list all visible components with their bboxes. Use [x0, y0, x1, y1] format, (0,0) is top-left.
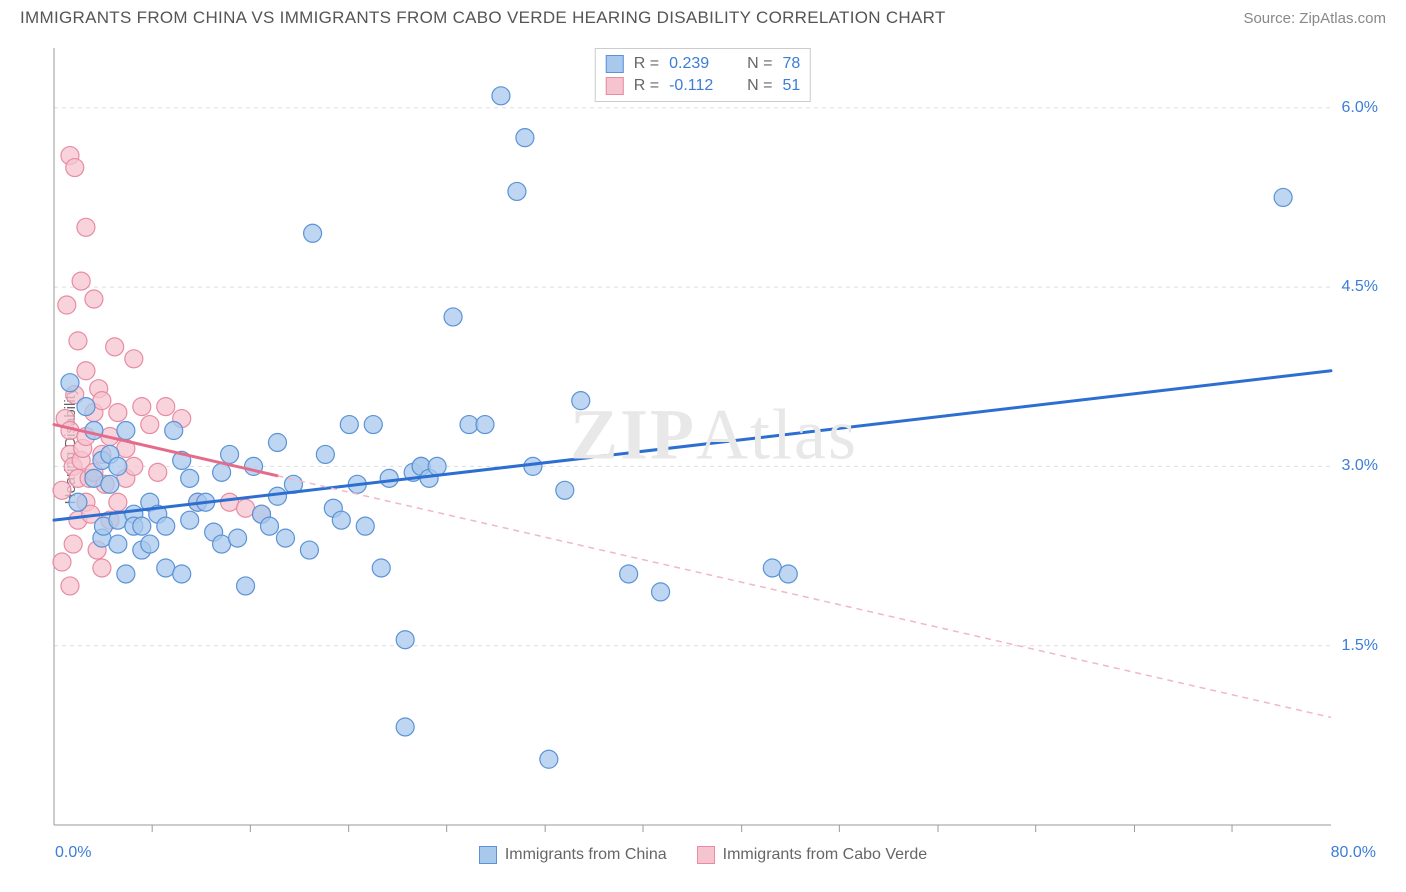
legend-item-cabo-verde: Immigrants from Cabo Verde: [697, 846, 928, 864]
correlation-legend: R = 0.239 N = 78 R = -0.112 N = 51: [595, 48, 811, 102]
legend-swatch-china-icon: [479, 846, 497, 864]
y-tick-label: 6.0%: [1342, 99, 1378, 117]
chart-title: IMMIGRANTS FROM CHINA VS IMMIGRANTS FROM…: [20, 8, 946, 28]
legend-row-china: R = 0.239 N = 78: [606, 53, 800, 75]
y-tick-label: 4.5%: [1342, 278, 1378, 296]
n-value-cabo-verde: 51: [782, 77, 800, 95]
chart-svg: [42, 40, 1386, 837]
legend-row-cabo-verde: R = -0.112 N = 51: [606, 75, 800, 97]
r-value-cabo-verde: -0.112: [669, 77, 729, 95]
y-tick-label: 3.0%: [1342, 457, 1378, 475]
r-label: R =: [634, 55, 659, 73]
legend-swatch-cabo-verde-icon: [697, 846, 715, 864]
y-tick-label: 1.5%: [1342, 637, 1378, 655]
legend-label-cabo-verde: Immigrants from Cabo Verde: [723, 846, 928, 864]
n-value-china: 78: [782, 55, 800, 73]
n-label: N =: [747, 77, 772, 95]
r-value-china: 0.239: [669, 55, 729, 73]
series-legend: Immigrants from China Immigrants from Ca…: [0, 846, 1406, 864]
chart-plot-area: ZIPAtlas: [42, 40, 1386, 837]
legend-swatch-cabo-verde: [606, 77, 624, 95]
chart-header: IMMIGRANTS FROM CHINA VS IMMIGRANTS FROM…: [0, 0, 1406, 32]
n-label: N =: [747, 55, 772, 73]
legend-item-china: Immigrants from China: [479, 846, 667, 864]
chart-source: Source: ZipAtlas.com: [1243, 10, 1386, 27]
legend-swatch-china: [606, 55, 624, 73]
r-label: R =: [634, 77, 659, 95]
legend-label-china: Immigrants from China: [505, 846, 667, 864]
